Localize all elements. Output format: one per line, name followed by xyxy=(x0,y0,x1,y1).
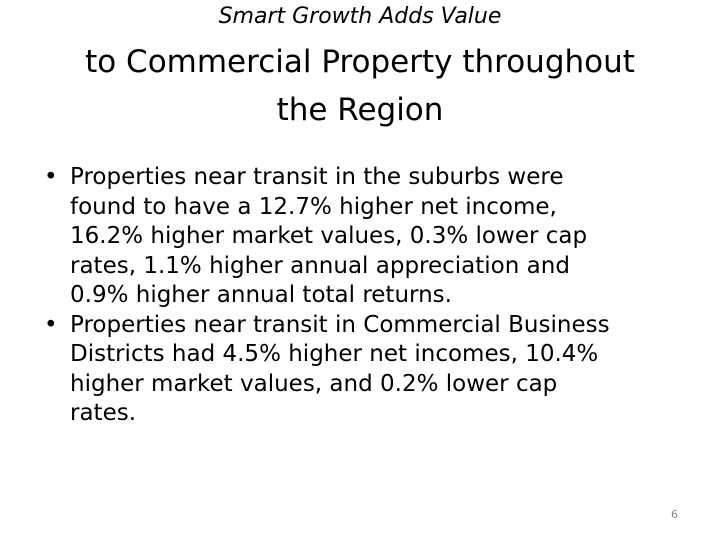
title-line: the Region xyxy=(276,92,444,128)
title-line: to Commercial Property throughout xyxy=(85,44,635,80)
page-number: 6 xyxy=(671,508,678,521)
bullet-text: found to have a 12.7% higher net income, xyxy=(70,193,557,220)
bullet: • xyxy=(44,311,58,338)
bullet-text: Properties near transit in the suburbs w… xyxy=(70,164,564,190)
bullet-text: Properties near transit in Commercial Bu… xyxy=(70,311,610,338)
bullet-text: Districts had 4.5% higher net incomes, 1… xyxy=(70,341,599,367)
subtitle: Smart Growth Adds Value xyxy=(218,4,502,29)
bullet-text: rates, 1.1% higher annual appreciation a… xyxy=(70,252,570,279)
bullet-text: 0.9% higher annual total returns. xyxy=(70,282,452,308)
bullet: • xyxy=(44,164,58,190)
bullet-text: higher market values, and 0.2% lower cap xyxy=(70,370,558,397)
bullet-text: 16.2% higher market values, 0.3% lower c… xyxy=(70,223,588,249)
bullet-text: rates. xyxy=(70,400,137,426)
